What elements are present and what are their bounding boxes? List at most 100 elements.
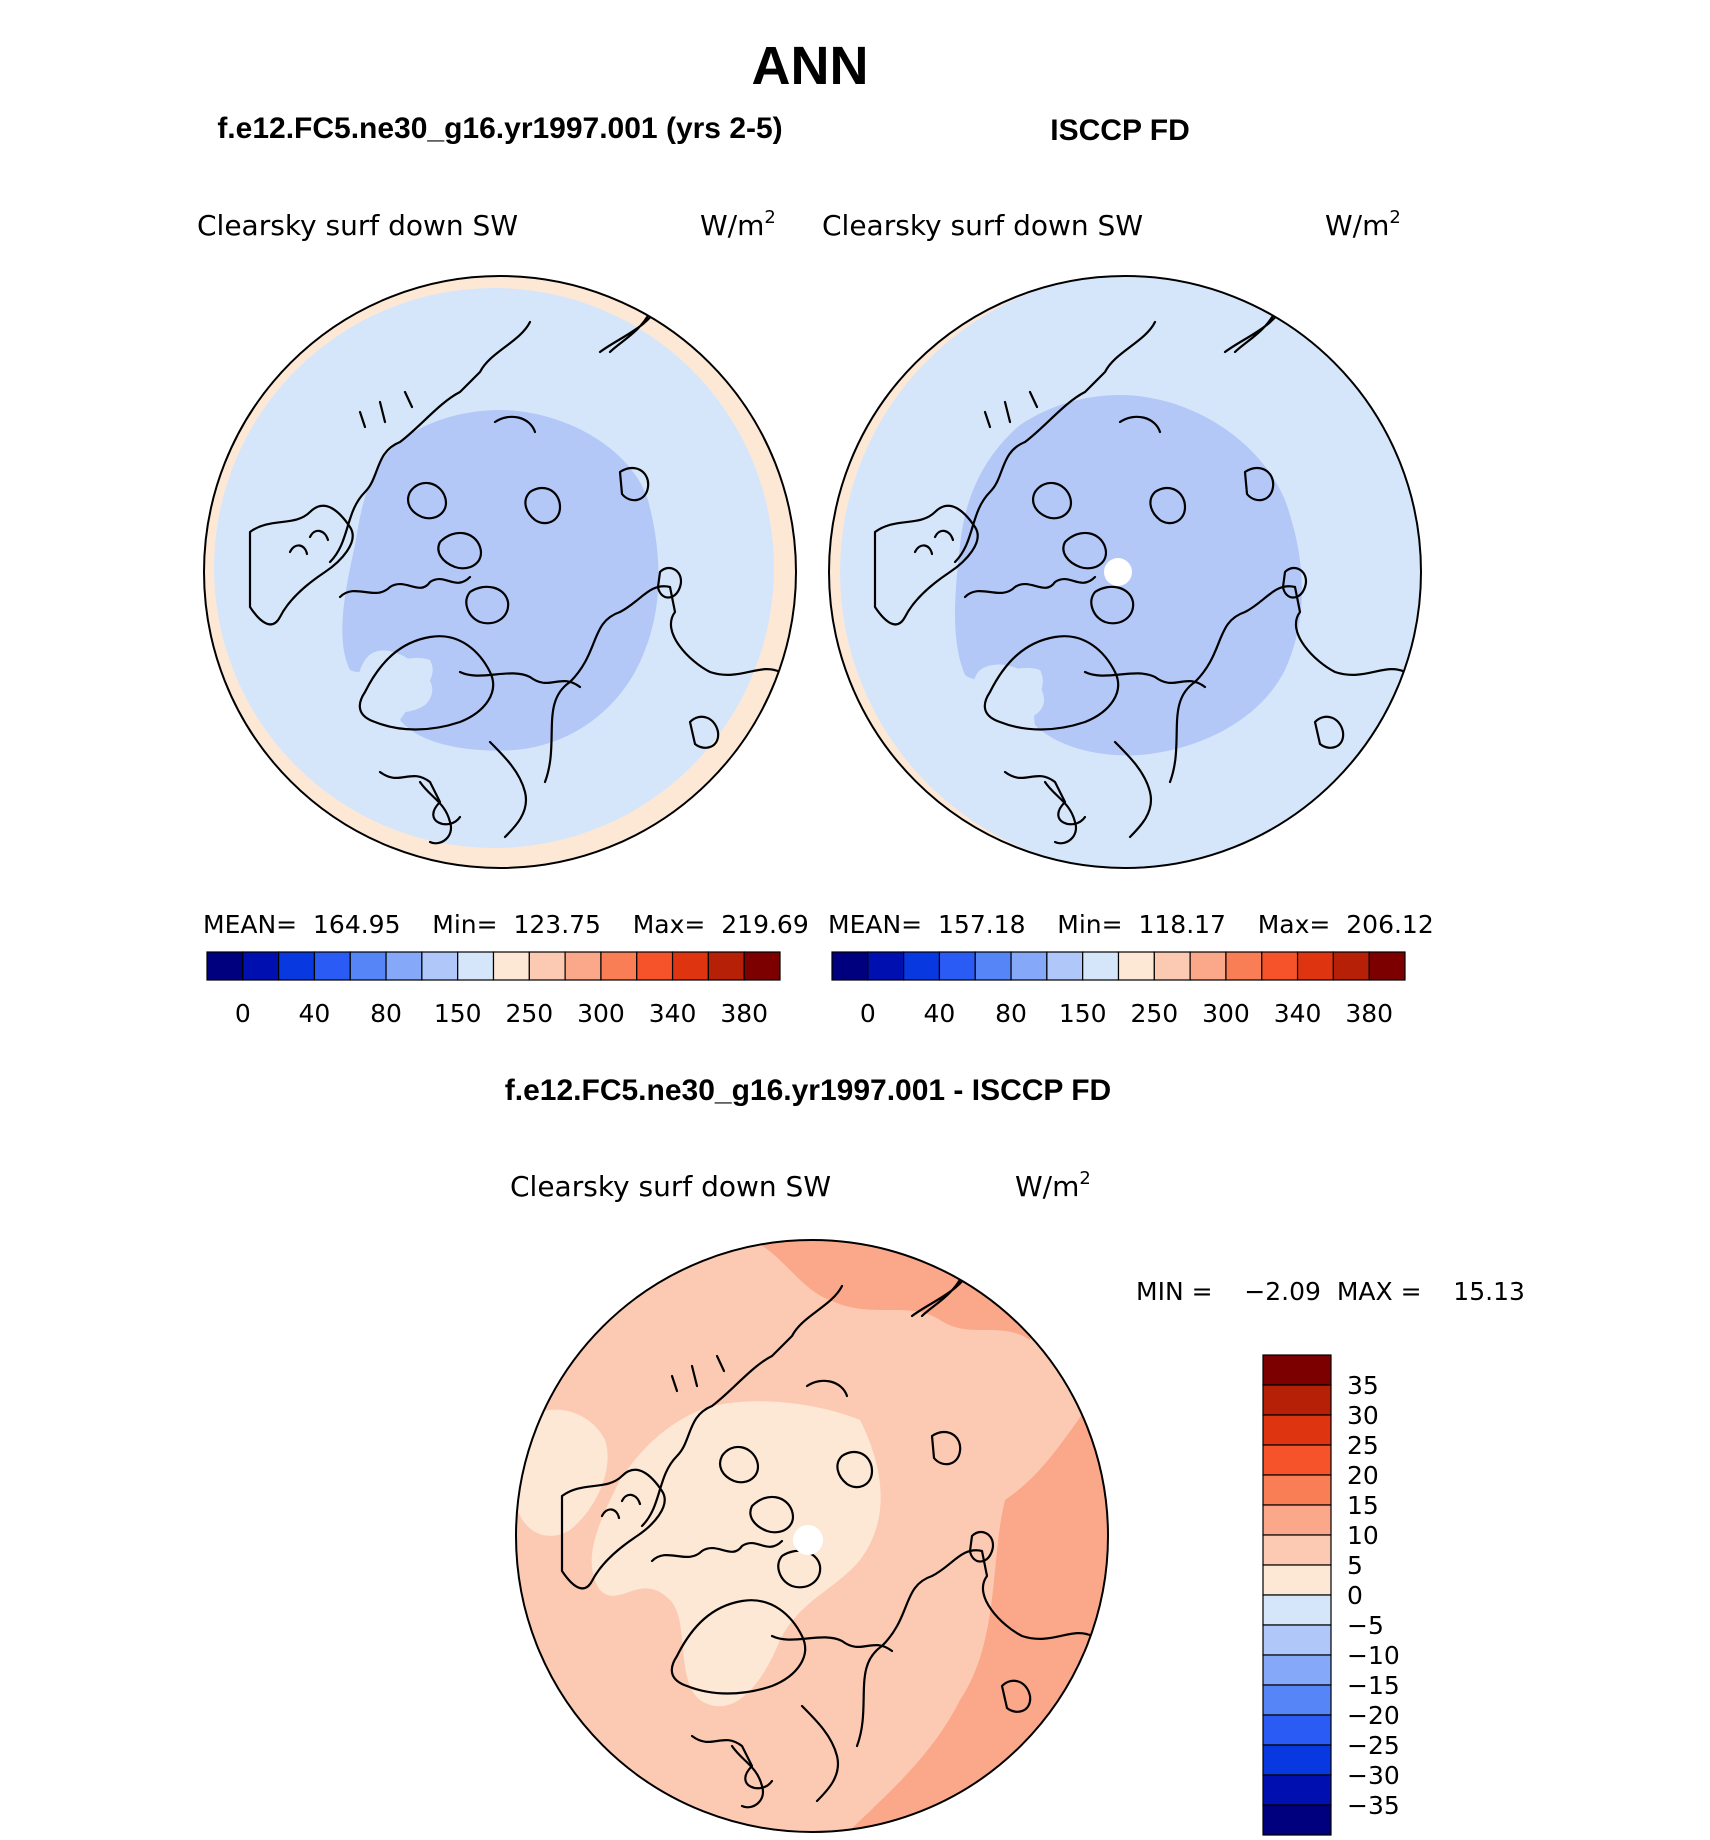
- diff-colorbar-tick-label: −10: [1347, 1641, 1400, 1670]
- model-map-polar-region: [342, 410, 659, 751]
- diff-colorbar-tick-label: 20: [1347, 1461, 1379, 1490]
- model-colorbar-tick-label: 300: [577, 999, 625, 1028]
- diff-colorbar-swatch: [1262, 1384, 1332, 1416]
- diff-colorbar-swatch: [1262, 1414, 1332, 1446]
- obs-colorbar-swatch: [1046, 951, 1084, 981]
- model-colorbar-swatch: [349, 951, 387, 981]
- diff-colorbar-swatch: [1262, 1594, 1332, 1626]
- obs-colorbar-tick-label: 250: [1130, 999, 1178, 1028]
- model-colorbar-swatch: [743, 951, 781, 981]
- model-map-outline: [203, 275, 797, 869]
- diff-colorbar-tick-label: 0: [1347, 1581, 1363, 1610]
- model-panel-caption: f.e12.FC5.ne30_g16.yr1997.001 (yrs 2-5): [217, 112, 782, 145]
- obs-colorbar-tick-label: 340: [1274, 999, 1322, 1028]
- model-map-greenland: [358, 650, 433, 713]
- model-colorbar-swatch: [385, 951, 423, 981]
- obs-colorbar-tick-label: 300: [1202, 999, 1250, 1028]
- obs-colorbar-swatch: [903, 951, 941, 981]
- obs-colorbar-swatch: [1296, 951, 1334, 981]
- model-colorbar-swatch: [313, 951, 351, 981]
- diff-colorbar-swatch: [1262, 1744, 1332, 1776]
- diff-colorbar-tick-label: −25: [1347, 1731, 1400, 1760]
- obs-colorbar-tick-label: 0: [860, 999, 876, 1028]
- diff-colorbar-tick-label: 10: [1347, 1521, 1379, 1550]
- model-variable-label: Clearsky surf down SW: [197, 209, 518, 242]
- obs-map-greenland: [973, 664, 1045, 720]
- obs-colorbar-tick-label: 40: [924, 999, 956, 1028]
- diff-colorbar-swatch: [1262, 1714, 1332, 1746]
- diff-colorbar-tick-label: 15: [1347, 1491, 1379, 1520]
- model-colorbar-tick-label: 380: [720, 999, 768, 1028]
- model-colorbar-swatch: [636, 951, 674, 981]
- model-colorbar-tick-label: 40: [299, 999, 331, 1028]
- obs-units-label: W/m2: [1325, 207, 1401, 242]
- figure-title: ANN: [752, 36, 869, 96]
- diff-panel-caption: f.e12.FC5.ne30_g16.yr1997.001 - ISCCP FD: [505, 1074, 1111, 1107]
- model-stats: MEAN= 164.95 Min= 123.75 Max= 219.69: [203, 910, 809, 939]
- model-colorbar-swatch: [421, 951, 459, 981]
- model-panel: Clearsky surf down SW W/m2 MEAN= 164.95 …: [197, 207, 809, 1028]
- obs-variable-label: Clearsky surf down SW: [822, 209, 1143, 242]
- diff-colorbar-tick-label: −30: [1347, 1761, 1400, 1790]
- obs-colorbar-swatch: [1153, 951, 1191, 981]
- obs-colorbar-swatch: [1261, 951, 1299, 981]
- diff-colorbar-swatch: [1262, 1534, 1332, 1566]
- diff-colorbar-swatch: [1262, 1804, 1332, 1836]
- obs-colorbar-tick-label: 380: [1345, 999, 1393, 1028]
- obs-colorbar-swatch: [974, 951, 1012, 981]
- diff-colorbar-swatch: [1262, 1474, 1332, 1506]
- model-colorbar-swatch: [457, 951, 495, 981]
- diff-map-pole-gap: [793, 1525, 823, 1555]
- obs-map-pole-gap: [1104, 558, 1132, 586]
- diff-colorbar-swatch: [1262, 1354, 1332, 1386]
- model-colorbar-tick-label: 0: [235, 999, 251, 1028]
- obs-colorbar-swatch: [831, 951, 869, 981]
- obs-stats: MEAN= 157.18 Min= 118.17 Max= 206.12: [828, 910, 1434, 939]
- obs-colorbar: 0 40 80 150 250 300 340 380: [831, 951, 1406, 1028]
- obs-colorbar-swatch: [1010, 951, 1048, 981]
- diff-stats: MIN = −2.09 MAX = 15.13: [1136, 1277, 1525, 1306]
- diff-colorbar-tick-label: 25: [1347, 1431, 1379, 1460]
- model-colorbar-swatch: [671, 951, 709, 981]
- model-colorbar-swatch: [528, 951, 566, 981]
- model-colorbar-tick-label: 80: [370, 999, 402, 1028]
- diff-map: [516, 1240, 1108, 1832]
- diff-colorbar-swatch: [1262, 1774, 1332, 1806]
- obs-map: [829, 276, 1421, 868]
- model-colorbar-swatch: [206, 951, 244, 981]
- model-units-label: W/m2: [700, 207, 776, 242]
- diff-colorbar-tick-label: −20: [1347, 1701, 1400, 1730]
- obs-panel: Clearsky surf down SW W/m2 MEAN= 157.18 …: [822, 207, 1434, 1028]
- diff-panel: Clearsky surf down SW W/m2 MIN = −2.09 M…: [510, 1168, 1525, 1836]
- diff-map-light-west: [516, 1409, 608, 1536]
- obs-colorbar-swatch: [1368, 951, 1406, 981]
- diff-variable-label: Clearsky surf down SW: [510, 1170, 831, 1203]
- diff-colorbar-tick-label: −15: [1347, 1671, 1400, 1700]
- diff-colorbar-tick-label: 30: [1347, 1401, 1379, 1430]
- diff-map-outline: [515, 1239, 1109, 1833]
- diff-colorbar-tick-label: −35: [1347, 1791, 1400, 1820]
- obs-map-outline: [828, 275, 1422, 869]
- model-colorbar-swatch: [707, 951, 745, 981]
- model-colorbar-swatch: [278, 951, 316, 981]
- model-colorbar-swatch: [564, 951, 602, 981]
- diff-colorbar-tick-label: 5: [1347, 1551, 1363, 1580]
- diff-colorbar-swatch: [1262, 1564, 1332, 1596]
- obs-colorbar-swatch: [1117, 951, 1155, 981]
- diff-colorbar-swatch: [1262, 1684, 1332, 1716]
- obs-colorbar-swatch: [1189, 951, 1227, 981]
- model-colorbar-tick-label: 340: [649, 999, 697, 1028]
- diff-units-label: W/m2: [1015, 1168, 1091, 1203]
- obs-colorbar-swatch: [1082, 951, 1120, 981]
- model-map: [204, 276, 796, 868]
- model-colorbar-swatch: [492, 951, 530, 981]
- obs-colorbar-swatch: [1225, 951, 1263, 981]
- diff-colorbar-swatch: [1262, 1624, 1332, 1656]
- obs-colorbar-tick-label: 150: [1059, 999, 1107, 1028]
- model-colorbar-swatch: [600, 951, 638, 981]
- model-colorbar-tick-label: 250: [505, 999, 553, 1028]
- obs-colorbar-swatch: [1332, 951, 1370, 981]
- obs-panel-caption: ISCCP FD: [1050, 114, 1189, 147]
